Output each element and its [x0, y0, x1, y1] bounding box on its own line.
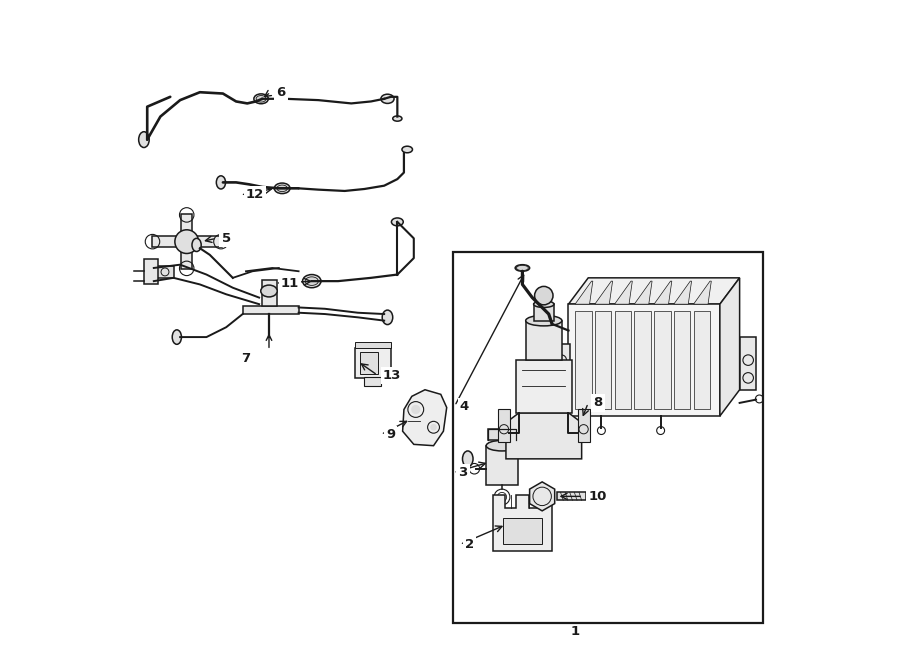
Bar: [355, 342, 391, 348]
Polygon shape: [694, 281, 711, 304]
Bar: [243, 306, 299, 314]
Bar: [516, 360, 572, 412]
Bar: [454, 252, 762, 623]
Bar: [595, 311, 611, 409]
Ellipse shape: [486, 440, 518, 451]
Ellipse shape: [139, 132, 149, 147]
Bar: [578, 409, 590, 442]
Ellipse shape: [402, 146, 412, 153]
Polygon shape: [720, 278, 740, 416]
Bar: [503, 518, 542, 545]
Bar: [144, 259, 158, 284]
Text: 9: 9: [386, 428, 395, 441]
Bar: [196, 237, 221, 247]
Text: 1: 1: [571, 625, 580, 639]
Bar: [569, 304, 720, 416]
Bar: [263, 280, 277, 306]
Text: 5: 5: [221, 232, 230, 245]
Bar: [498, 409, 510, 442]
Bar: [575, 311, 591, 409]
Bar: [552, 344, 571, 397]
Bar: [534, 304, 554, 321]
Circle shape: [411, 405, 420, 414]
Ellipse shape: [216, 176, 226, 189]
Ellipse shape: [254, 94, 268, 104]
Text: 6: 6: [276, 86, 285, 98]
Bar: [364, 377, 381, 386]
Ellipse shape: [256, 96, 266, 102]
Ellipse shape: [392, 116, 402, 121]
Polygon shape: [529, 482, 554, 511]
Polygon shape: [615, 281, 633, 304]
Bar: [740, 337, 756, 390]
Text: 11: 11: [281, 276, 299, 290]
Polygon shape: [506, 412, 581, 459]
Text: 3: 3: [459, 466, 468, 479]
Ellipse shape: [302, 274, 321, 288]
Polygon shape: [654, 281, 671, 304]
Bar: [694, 311, 710, 409]
Ellipse shape: [381, 95, 394, 103]
Polygon shape: [402, 390, 446, 446]
Ellipse shape: [261, 285, 277, 297]
Bar: [486, 446, 518, 485]
Polygon shape: [575, 281, 593, 304]
Polygon shape: [595, 281, 613, 304]
Polygon shape: [634, 281, 652, 304]
Bar: [488, 428, 516, 440]
Ellipse shape: [172, 330, 182, 344]
Ellipse shape: [515, 264, 529, 271]
Circle shape: [535, 286, 553, 305]
Text: 2: 2: [465, 538, 474, 551]
Text: 10: 10: [589, 490, 607, 503]
Bar: [355, 348, 391, 378]
Ellipse shape: [277, 185, 287, 192]
Text: 13: 13: [382, 369, 401, 382]
Ellipse shape: [382, 310, 392, 325]
Bar: [182, 252, 192, 269]
Ellipse shape: [549, 323, 559, 331]
Ellipse shape: [517, 265, 528, 270]
Ellipse shape: [463, 451, 473, 467]
Text: 7: 7: [241, 352, 250, 366]
Text: 4: 4: [460, 400, 469, 412]
Bar: [158, 266, 174, 278]
Ellipse shape: [392, 218, 403, 226]
Polygon shape: [569, 278, 740, 304]
Circle shape: [175, 230, 199, 253]
Bar: [526, 321, 562, 360]
Bar: [674, 311, 690, 409]
Bar: [556, 492, 586, 500]
Bar: [654, 311, 670, 409]
Bar: [360, 352, 378, 374]
Ellipse shape: [526, 315, 562, 326]
Bar: [182, 214, 192, 232]
Ellipse shape: [274, 183, 290, 194]
Text: 12: 12: [246, 188, 265, 202]
Ellipse shape: [534, 301, 554, 307]
Polygon shape: [493, 495, 552, 551]
Polygon shape: [674, 281, 691, 304]
Bar: [152, 237, 176, 247]
Bar: [634, 311, 651, 409]
Text: 8: 8: [593, 397, 603, 409]
Bar: [615, 311, 631, 409]
Ellipse shape: [305, 277, 319, 286]
Ellipse shape: [192, 239, 202, 252]
Circle shape: [430, 424, 436, 430]
